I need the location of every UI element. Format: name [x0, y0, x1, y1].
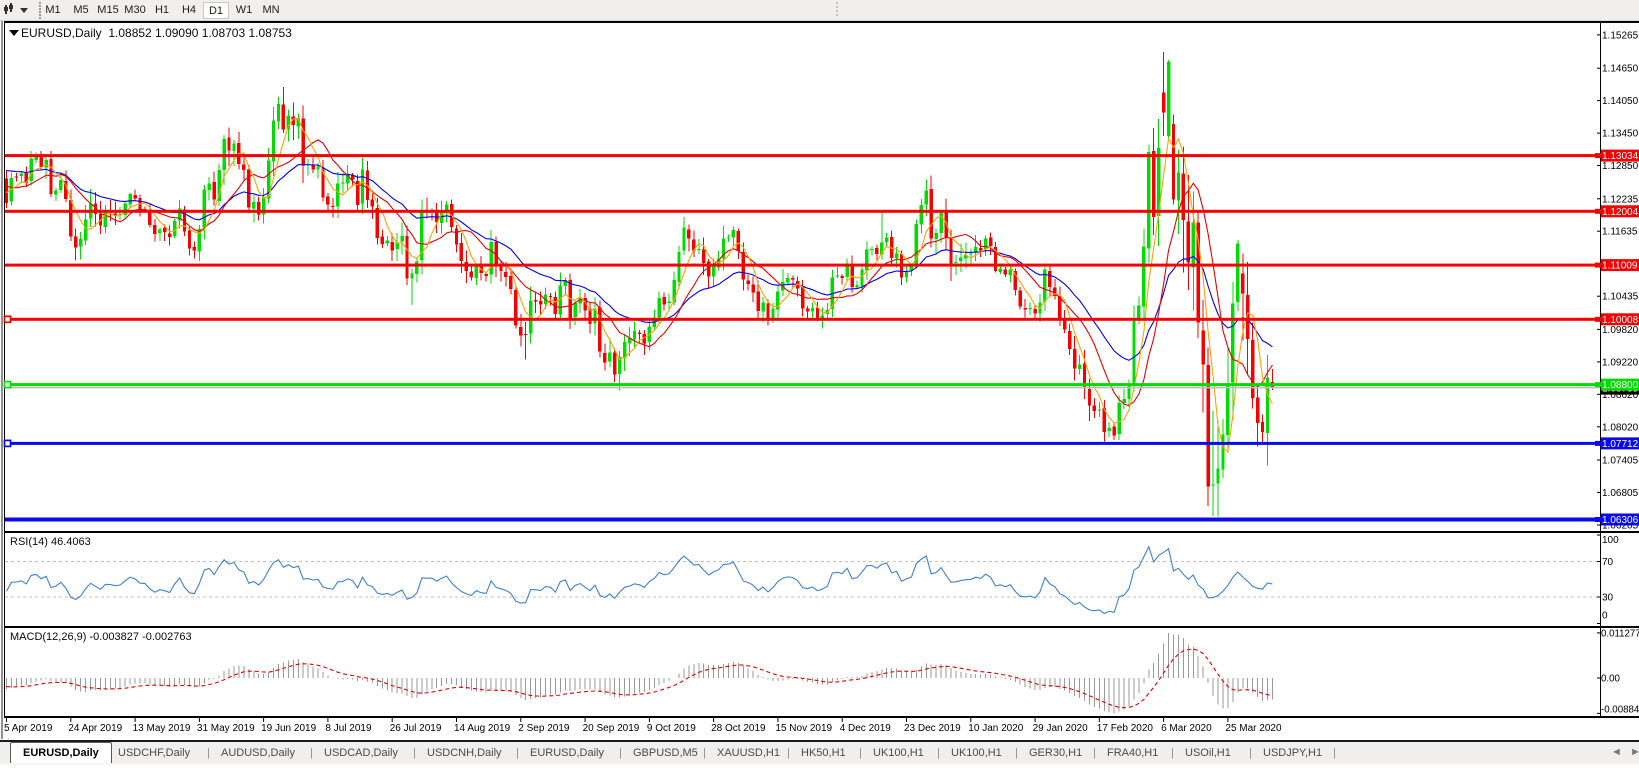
svg-text:31 May 2019: 31 May 2019 — [197, 723, 255, 734]
svg-text:28 Oct 2019: 28 Oct 2019 — [711, 723, 766, 734]
svg-text:1.15265: 1.15265 — [1602, 30, 1639, 41]
svg-text:EURUSD,Daily 1.08852 1.09090: EURUSD,Daily 1.08852 1.09090 1.08703 1.0… — [21, 26, 292, 40]
svg-text:25 Mar 2020: 25 Mar 2020 — [1225, 723, 1282, 734]
svg-text:1.07405: 1.07405 — [1602, 456, 1639, 467]
svg-text:1.12004: 1.12004 — [1602, 207, 1639, 218]
svg-text:1.12850: 1.12850 — [1602, 161, 1639, 172]
svg-text:13 May 2019: 13 May 2019 — [133, 723, 191, 734]
svg-text:10 Jan 2020: 10 Jan 2020 — [968, 723, 1023, 734]
svg-text:0.00: 0.00 — [1601, 674, 1620, 685]
svg-text:1.08800: 1.08800 — [1602, 380, 1639, 391]
svg-text:1.10008: 1.10008 — [1602, 315, 1639, 326]
svg-text:0: 0 — [1602, 611, 1608, 622]
svg-text:0.011277: 0.011277 — [1601, 628, 1639, 639]
svg-text:2 Sep 2019: 2 Sep 2019 — [518, 723, 570, 734]
svg-text:1.13450: 1.13450 — [1602, 129, 1639, 140]
svg-text:1.06205: 1.06205 — [1602, 521, 1639, 532]
svg-text:1.10435: 1.10435 — [1602, 292, 1639, 303]
svg-text:1.09220: 1.09220 — [1602, 357, 1639, 368]
svg-text:15 Nov 2019: 15 Nov 2019 — [775, 723, 832, 734]
svg-text:1.13034: 1.13034 — [1602, 151, 1639, 162]
svg-text:19 Jun 2019: 19 Jun 2019 — [261, 723, 316, 734]
svg-text:23 Dec 2019: 23 Dec 2019 — [904, 723, 961, 734]
svg-text:4 Dec 2019: 4 Dec 2019 — [840, 723, 892, 734]
svg-text:6 Mar 2020: 6 Mar 2020 — [1161, 723, 1212, 734]
svg-text:1.14050: 1.14050 — [1602, 96, 1639, 107]
svg-text:8 Jul 2019: 8 Jul 2019 — [325, 723, 372, 734]
svg-text:RSI(14) 46.4063: RSI(14) 46.4063 — [10, 536, 91, 548]
svg-text:1.09820: 1.09820 — [1602, 325, 1639, 336]
svg-text:24 Apr 2019: 24 Apr 2019 — [68, 723, 122, 734]
svg-text:1.08620: 1.08620 — [1602, 390, 1639, 401]
svg-text:1.11009: 1.11009 — [1602, 261, 1638, 272]
svg-text:9 Oct 2019: 9 Oct 2019 — [647, 723, 696, 734]
svg-text:1.11635: 1.11635 — [1602, 227, 1638, 238]
svg-text:17 Feb 2020: 17 Feb 2020 — [1097, 723, 1154, 734]
svg-text:29 Jan 2020: 29 Jan 2020 — [1033, 723, 1088, 734]
svg-text:1.12235: 1.12235 — [1602, 194, 1639, 205]
svg-text:30: 30 — [1602, 593, 1614, 604]
svg-text:1.06805: 1.06805 — [1602, 488, 1639, 499]
svg-text:70: 70 — [1602, 557, 1614, 568]
svg-text:1.06306: 1.06306 — [1602, 515, 1639, 526]
svg-text:14 Aug 2019: 14 Aug 2019 — [454, 723, 511, 734]
svg-text:20 Sep 2019: 20 Sep 2019 — [583, 723, 640, 734]
svg-text:5 Apr 2019: 5 Apr 2019 — [4, 723, 53, 734]
svg-text:1.07712: 1.07712 — [1602, 439, 1639, 450]
svg-text:1.08020: 1.08020 — [1602, 422, 1639, 433]
svg-text:MACD(12,26,9) -0.003827 -0.002: MACD(12,26,9) -0.003827 -0.002763 — [10, 631, 192, 643]
svg-text:100: 100 — [1602, 535, 1619, 546]
svg-text:26 Jul 2019: 26 Jul 2019 — [390, 723, 442, 734]
svg-text:1.14650: 1.14650 — [1602, 64, 1639, 75]
